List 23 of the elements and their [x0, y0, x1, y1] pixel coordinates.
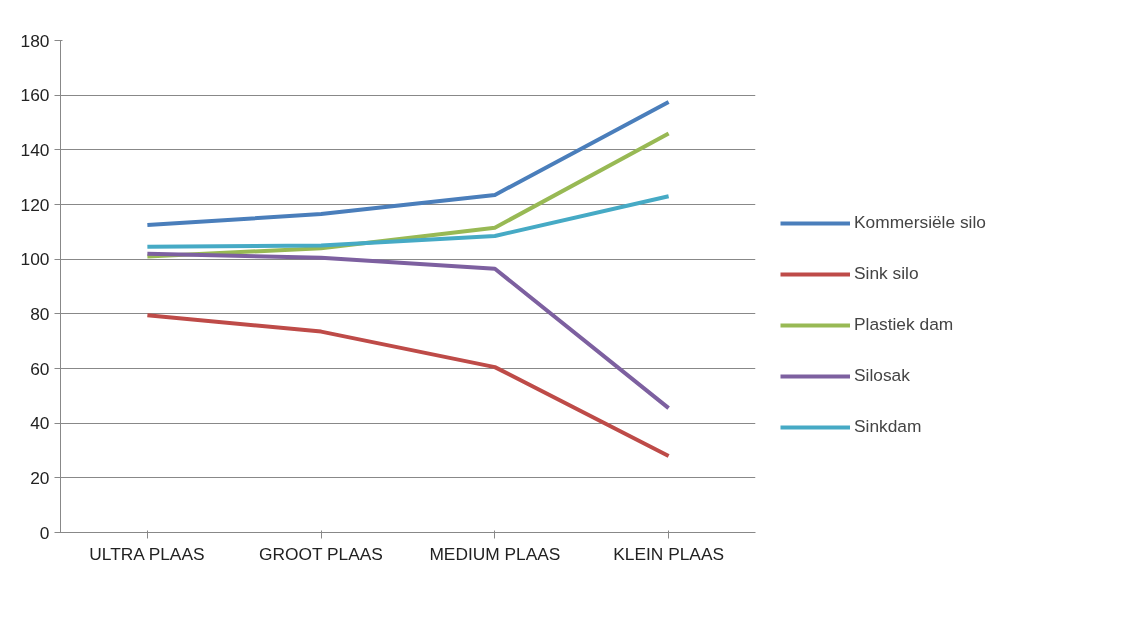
x-tick-label: MEDIUM PLAAS	[429, 543, 561, 564]
legend-label: Sinkdam	[854, 416, 922, 437]
y-tick-label: 160	[20, 85, 50, 106]
y-tick-label: 140	[20, 139, 50, 160]
y-tick-label: 20	[30, 467, 50, 488]
legend-label: Kommersiële silo	[854, 212, 986, 233]
line-series	[145, 251, 671, 411]
y-tick-label: 60	[30, 358, 50, 379]
legend-label: Sink silo	[854, 263, 919, 284]
y-tick-label: 180	[20, 30, 50, 51]
legend-label: Plastiek dam	[854, 314, 954, 335]
x-tick-label: ULTRA PLAAS	[89, 543, 205, 564]
y-tick-label: 40	[30, 413, 50, 434]
y-tick-label: 100	[20, 249, 50, 270]
y-tick-label: 0	[39, 522, 50, 543]
line-series	[145, 313, 671, 458]
legend-label: Silosak	[854, 365, 910, 386]
y-tick-label: 120	[20, 194, 50, 215]
line-series	[145, 194, 671, 249]
x-tick-label: KLEIN PLAAS	[613, 543, 725, 564]
y-tick-label: 80	[30, 303, 50, 324]
x-tick-label: GROOT PLAAS	[259, 543, 383, 564]
line-series	[145, 100, 671, 227]
